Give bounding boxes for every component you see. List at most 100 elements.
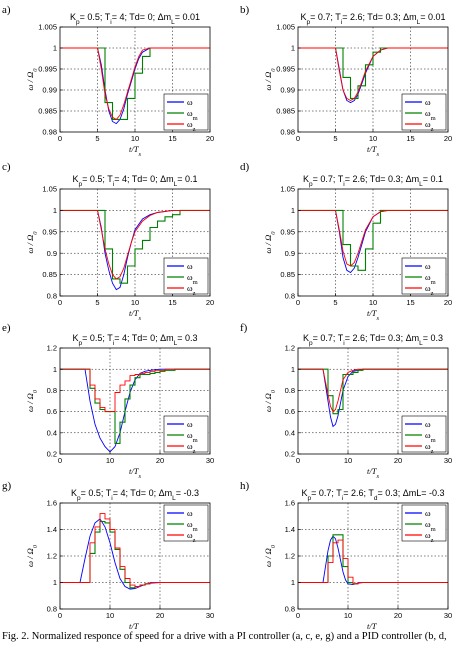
x-axis-label: t/Ts	[367, 308, 379, 322]
y-tick-label: 0.98	[42, 128, 57, 137]
panel-letter: h)	[240, 480, 250, 492]
y-tick-label: 0.4	[285, 428, 295, 437]
x-tick-label: 30	[206, 611, 214, 620]
chart-panel-2: c) Kp= 0.5; Ti= 4; Td= 0; ΔmL= 0.1 0 5 10 15 2…	[2, 161, 214, 322]
legend-label-omega_z: ωz	[187, 283, 196, 297]
panel-title: Kp= 0.7; Ti= 2.6; Td= 0.3; ΔmL= 0.01	[300, 12, 445, 26]
y-tick-label: 1	[53, 206, 57, 215]
y-tick-label: 0.85	[42, 270, 57, 279]
chart-panel-7: h) Kp= 0.7; Ti= 2.6; Td= 0.3; ΔmL= -0.3 0 1…	[240, 480, 452, 630]
legend-label-omega: ω	[187, 419, 193, 429]
x-tick-label: 10	[369, 298, 377, 307]
y-tick-label: 0.8	[47, 605, 57, 614]
y-axis-label: ω / Ω0	[25, 389, 39, 412]
y-axis-label: ω / Ω0	[263, 544, 277, 567]
y-tick-label: 0.2	[285, 450, 295, 459]
x-tick-label: 0	[58, 611, 62, 620]
y-tick-label: 0.985	[38, 107, 57, 116]
legend-label-omega: ω	[187, 97, 193, 107]
x-tick-label: 5	[333, 134, 337, 143]
x-tick-label: 10	[369, 134, 377, 143]
y-axis-label: ω / Ω0	[263, 231, 277, 254]
panel-title: Kp= 0.7; Ti= 2.6; Td= 0.3; ΔmL= 0.1	[303, 174, 443, 188]
x-tick-label: 20	[156, 456, 164, 465]
y-tick-label: 1	[53, 44, 57, 53]
x-axis-label: t/Ts	[129, 466, 141, 480]
y-tick-label: 1	[291, 206, 295, 215]
y-tick-label: 0.8	[285, 292, 295, 301]
x-tick-label: 0	[296, 134, 300, 143]
y-tick-label: 0.995	[38, 65, 57, 74]
y-tick-label: 0.6	[47, 407, 57, 416]
y-tick-label: 1	[53, 365, 57, 374]
y-tick-label: 1.2	[47, 344, 57, 353]
plot-frame	[59, 347, 211, 455]
series-line-omega_z	[298, 47, 448, 102]
y-tick-label: 1.05	[42, 185, 57, 194]
y-tick-label: 1.2	[285, 552, 295, 561]
legend-label-omega_z: ωz	[425, 283, 434, 297]
y-tick-label: 1.4	[47, 525, 57, 534]
x-tick-label: 30	[206, 456, 214, 465]
y-tick-label: 1	[53, 578, 57, 587]
series-line-omega_m	[298, 534, 448, 585]
y-tick-label: 0.985	[276, 107, 295, 116]
legend-label-omega_m: ωm	[187, 519, 198, 533]
plot-frame	[297, 347, 449, 455]
x-axis-label: t/Ts	[367, 621, 379, 630]
x-axis-label: t/Ts	[367, 144, 379, 158]
chart-panel-5: f)Kp= 0.7; Ti= 2.6; Td= 0.3; ΔmL= 0.30 10…	[240, 322, 452, 480]
panel-letter: a)	[2, 4, 11, 16]
series-line-omega_z	[298, 368, 448, 413]
series-line-omega_z	[298, 539, 448, 585]
chart-panel-0: a) Kp= 0.5; Ti= 4; Td= 0; ΔmL= 0.01 0 5 10 15…	[2, 4, 214, 158]
x-tick-label: 15	[168, 134, 176, 143]
x-tick-label: 20	[444, 134, 452, 143]
figure-caption: Fig. 2. Normalized responce of speed for…	[2, 631, 447, 642]
y-tick-label: 1	[291, 578, 295, 587]
legend-label-omega_m: ωm	[425, 430, 436, 444]
x-tick-label: 20	[394, 611, 402, 620]
series-line-omega_z	[60, 368, 210, 413]
legend-label-omega_m: ωm	[425, 272, 436, 286]
panel-letter: e)	[2, 322, 11, 334]
legend-label-omega: ω	[425, 97, 431, 107]
series-line-omega_m	[298, 209, 448, 271]
y-tick-label: 0.6	[285, 407, 295, 416]
x-tick-label: 10	[131, 134, 139, 143]
panel-title: Kp= 0.5; Ti= 4; Td= 0; ΔmL= -0.3	[71, 488, 199, 502]
y-tick-label: 0.8	[47, 292, 57, 301]
y-axis-label: ω / Ω0	[263, 389, 277, 412]
chart-panel-3: d) Kp= 0.7; Ti= 2.6; Td= 0.3; ΔmL= 0.1 0 5 1…	[240, 161, 452, 322]
y-tick-label: 1.6	[47, 499, 57, 508]
x-tick-label: 20	[444, 298, 452, 307]
chart-panel-6: g) Kp= 0.5; Ti= 4; Td= 0; ΔmL= -0.3 0 10 20 3…	[2, 480, 214, 630]
panel-letter: g)	[2, 480, 12, 492]
legend-label-omega: ω	[187, 508, 193, 518]
chart-panel-4: e) Kp= 0.5; Ti= 4; Td= 0; ΔmL= 0.3 0 10 20 30…	[2, 322, 214, 480]
series-line-omega_z	[60, 209, 210, 280]
panel-letter: d)	[240, 161, 250, 173]
x-tick-label: 0	[296, 298, 300, 307]
y-tick-label: 0.98	[280, 128, 295, 137]
y-tick-label: 0.95	[280, 227, 295, 236]
y-tick-label: 0.85	[280, 270, 295, 279]
figure-canvas: a)Kp= 0.5; Ti= 4; Td= 0; ΔmL= 0.010 5 10 15…	[2, 4, 452, 630]
x-tick-label: 0	[58, 134, 62, 143]
legend-label-omega_m: ωm	[187, 272, 198, 286]
x-tick-label: 10	[344, 611, 352, 620]
y-tick-label: 1.6	[285, 499, 295, 508]
legend-label-omega: ω	[425, 508, 431, 518]
panel-title: Kp= 0.7; Ti= 2.6; Td= 0.3; ΔmL= 0.3	[303, 333, 443, 347]
legend-label-omega_z: ωz	[187, 119, 196, 133]
panel-title: Kp= 0.7; Ti= 2.6; Td= 0.3; ΔmL= -0.3	[302, 488, 445, 502]
series-line-omega_z	[60, 47, 210, 120]
y-tick-label: 0.2	[47, 450, 57, 459]
series-line-omega_m	[298, 368, 448, 415]
